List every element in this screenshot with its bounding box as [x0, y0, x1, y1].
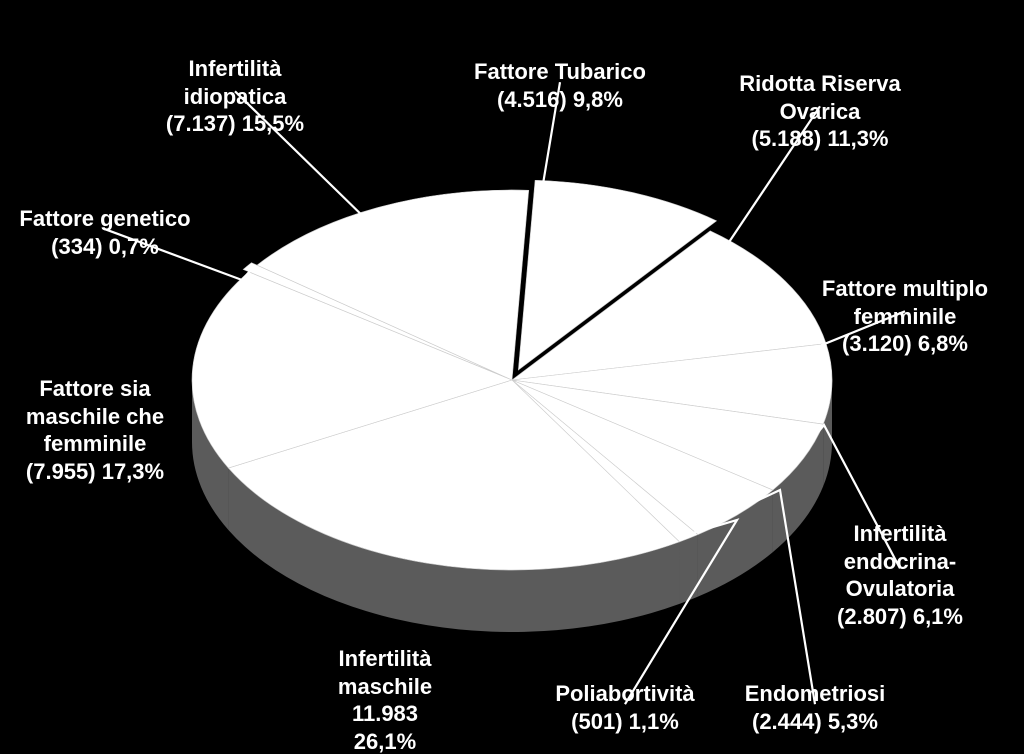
slice-side	[679, 535, 697, 604]
leader-line	[822, 311, 905, 384]
leader-line	[105, 229, 252, 280]
leader-line	[235, 91, 380, 225]
pie-chart	[0, 0, 1024, 754]
